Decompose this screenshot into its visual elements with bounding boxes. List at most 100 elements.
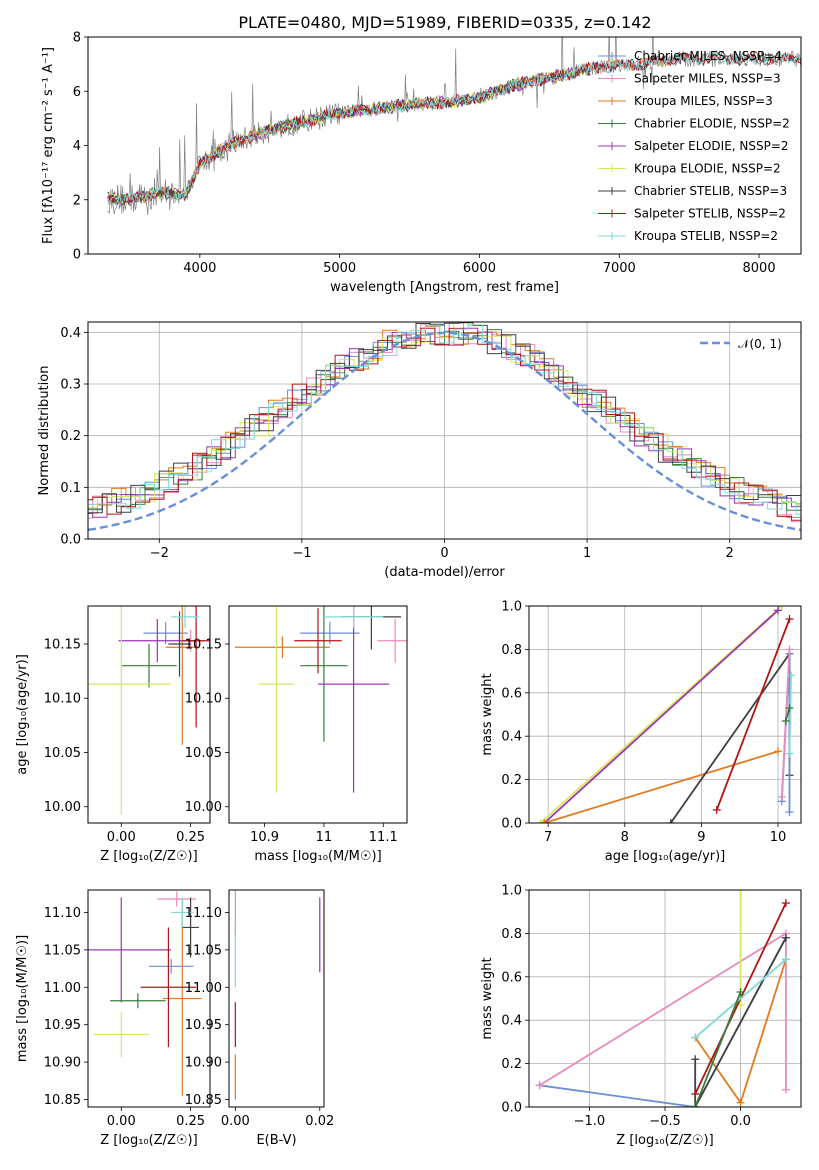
- spectrum-ytick-label: 8: [73, 31, 81, 46]
- weight-vs-age-xtick-label: 10: [770, 830, 787, 845]
- spectrum-ytick-label: 6: [73, 85, 81, 100]
- age-vs-mass-frame: [228, 605, 408, 824]
- weight-vs-age-plot: [536, 606, 796, 823]
- weight-vs-Z-ytick-label: 1.0: [501, 884, 522, 899]
- legend-entry: Salpeter STELIB, NSSP=2: [634, 207, 786, 221]
- mass-vs-EBV-frame: [228, 889, 325, 1108]
- spectrum-ylabel: Flux [fλ10⁻¹⁷ erg cm⁻² s⁻¹ A⁻¹]: [41, 47, 56, 244]
- residual-histogram: [88, 325, 801, 514]
- mass-vs-EBV-plot: [234, 890, 321, 1100]
- age-vs-mass-ytick-label: 10.15: [185, 637, 222, 652]
- age-vs-Z-xlabel: Z [log₁₀(Z/Z☉)]: [100, 849, 197, 864]
- weight-series-line: [788, 675, 792, 754]
- mass-vs-EBV-xtick-label: 0.00: [221, 1114, 250, 1129]
- age-vs-Z-xtick-label: 0.00: [107, 830, 136, 845]
- weight-series-line: [539, 931, 787, 1090]
- weight-series-line: [694, 937, 787, 1107]
- weight-vs-Z-ytick-label: 0.0: [501, 1101, 522, 1116]
- residuals-ylabel: Normed distribution: [37, 366, 52, 496]
- mass-vs-Z-ytick-label: 10.85: [44, 1093, 81, 1108]
- mass-vs-EBV-axes: 0.00 0.02 10.85 10.90 10.95 11.00 11.05 11.10 E(…: [185, 906, 334, 1148]
- weight-vs-Z-frame: [528, 889, 802, 1108]
- weight-vs-age-ylabel: mass weight: [480, 673, 495, 755]
- weight-vs-Z-axes: −1.0 −0.5 0.0 0.0 0.2 0.4 0.6 0.8 1.0 Z [log₁₀(Z/…: [480, 884, 801, 1148]
- residual-histogram: [88, 322, 801, 514]
- weight-vs-age-xtick-label: 7: [544, 830, 552, 845]
- age-vs-Z-ylabel: age [log₁₀(age/yr)]: [15, 654, 30, 775]
- legend-entry: 𝒩(0, 1): [738, 337, 782, 351]
- residuals-frame: [87, 321, 802, 540]
- residuals-legend: 𝒩(0, 1): [700, 337, 782, 351]
- age-vs-mass-xtick-label: 10.9: [250, 830, 279, 845]
- spectrum-model-line: [107, 65, 592, 207]
- spectrum-xtick-label: 7000: [603, 261, 636, 276]
- legend-entry: Salpeter MILES, NSSP=3: [634, 72, 781, 86]
- spectrum-axes: 4000 5000 6000 7000 8000 0 2 4 6 8 wavelength [Ang…: [41, 31, 776, 296]
- spectrum-frame: [87, 36, 802, 255]
- mass-vs-Z-ytick-label: 11.10: [44, 906, 81, 921]
- mass-vs-Z-ylabel: mass [log₁₀(M/M☉)]: [15, 935, 30, 1062]
- age-vs-Z-ytick-label: 10.10: [44, 692, 81, 707]
- residuals-plot: [88, 322, 801, 532]
- residuals-ytick-label: 0.0: [60, 533, 81, 548]
- weight-vs-age-ytick-label: 0.0: [501, 817, 522, 832]
- residuals-xtick-label: 0: [440, 546, 448, 561]
- weight-vs-age-axes: 7 8 9 10 0.0 0.2 0.4 0.6 0.8 1.0 age [log₁₀(age/yr…: [480, 600, 801, 864]
- mass-vs-Z-ytick-label: 11.00: [44, 981, 81, 996]
- spectrum-ytick-label: 4: [73, 139, 81, 154]
- age-vs-Z-xtick-label: 0.25: [176, 830, 205, 845]
- spectrum-legend: Chabrier MILES, NSSP=4 Salpeter MILES, NS…: [598, 49, 790, 243]
- legend-entry: Salpeter ELODIE, NSSP=2: [634, 139, 789, 153]
- mass-vs-Z-xtick-label: 0.25: [176, 1114, 205, 1129]
- weight-series-line: [544, 750, 779, 823]
- weight-vs-Z-ytick-label: 0.2: [501, 1057, 522, 1072]
- weight-vs-age-ytick-label: 1.0: [501, 600, 522, 615]
- mass-vs-Z-xlabel: Z [log₁₀(Z/Z☉)]: [100, 1133, 197, 1148]
- residuals-axes: −2 −1 0 1 2 0.0 0.1 0.2 0.3 0.4 (data-model)/error…: [37, 322, 801, 580]
- figure-title: PLATE=0480, MJD=51989, FIBERID=0335, z=0…: [238, 13, 651, 32]
- age-vs-mass-xlabel: mass [log₁₀(M/M☉)]: [254, 849, 381, 864]
- legend-entry: Kroupa ELODIE, NSSP=2: [634, 162, 781, 176]
- mass-vs-EBV-ytick-label: 10.90: [185, 1056, 222, 1071]
- legend-entry: Chabrier ELODIE, NSSP=2: [634, 117, 790, 131]
- weight-vs-age-ytick-label: 0.4: [501, 730, 522, 745]
- spectrum-ytick-label: 0: [73, 248, 81, 263]
- mass-vs-Z-ytick-label: 11.05: [44, 943, 81, 958]
- spectrum-plot: [107, 37, 801, 216]
- residuals-xtick-label: −2: [150, 546, 169, 561]
- mass-vs-Z-plot: [88, 891, 202, 1096]
- mass-vs-EBV-xlabel: E(B-V): [256, 1133, 296, 1148]
- mass-vs-EBV-ytick-label: 10.85: [185, 1093, 222, 1108]
- age-vs-mass-xtick-label: 11.1: [369, 830, 398, 845]
- weight-vs-Z-xtick-label: 0.0: [730, 1114, 751, 1129]
- mass-vs-EBV-ytick-label: 11.05: [185, 943, 222, 958]
- mass-vs-EBV-ytick-label: 11.10: [185, 906, 222, 921]
- residuals-xtick-label: −1: [292, 546, 311, 561]
- residuals-xtick-label: 1: [583, 546, 591, 561]
- mass-vs-Z-xtick-label: 0.00: [107, 1114, 136, 1129]
- weight-vs-Z-ytick-label: 0.6: [501, 970, 522, 985]
- spectrum-xtick-label: 5000: [323, 261, 356, 276]
- weight-series-line: [694, 991, 742, 1107]
- age-vs-mass-plot: [234, 606, 407, 793]
- spectrum-ytick-label: 2: [73, 193, 81, 208]
- age-vs-Z-axes: 0.00 0.25 10.00 10.05 10.10 10.15 Z [log₁₀(Z/Z…: [15, 637, 205, 864]
- mass-vs-Z-axes: 0.00 0.25 10.85 10.90 10.95 11.00 11.05 11.10 Z …: [15, 906, 205, 1148]
- residuals-ytick-label: 0.1: [60, 481, 81, 496]
- residuals-xlabel: (data-model)/error: [384, 565, 505, 580]
- legend-entry: Chabrier MILES, NSSP=4: [634, 49, 782, 63]
- weight-vs-Z-ytick-label: 0.8: [501, 927, 522, 942]
- mass-vs-EBV-xtick-label: 0.02: [305, 1114, 334, 1129]
- age-vs-Z-plot: [88, 606, 210, 815]
- age-vs-Z-ytick-label: 10.05: [44, 746, 81, 761]
- age-vs-mass-xtick-label: 11: [316, 830, 333, 845]
- weight-vs-age-frame: [528, 605, 802, 824]
- weight-series-line: [694, 958, 787, 1039]
- mass-vs-Z-frame: [87, 889, 211, 1108]
- weight-vs-age-xtick-label: 9: [697, 830, 705, 845]
- weight-vs-Z-xtick-label: −0.5: [649, 1114, 681, 1129]
- mass-vs-EBV-ytick-label: 11.00: [185, 981, 222, 996]
- residuals-ytick-label: 0.4: [60, 326, 81, 341]
- weight-vs-Z-ylabel: mass weight: [480, 957, 495, 1039]
